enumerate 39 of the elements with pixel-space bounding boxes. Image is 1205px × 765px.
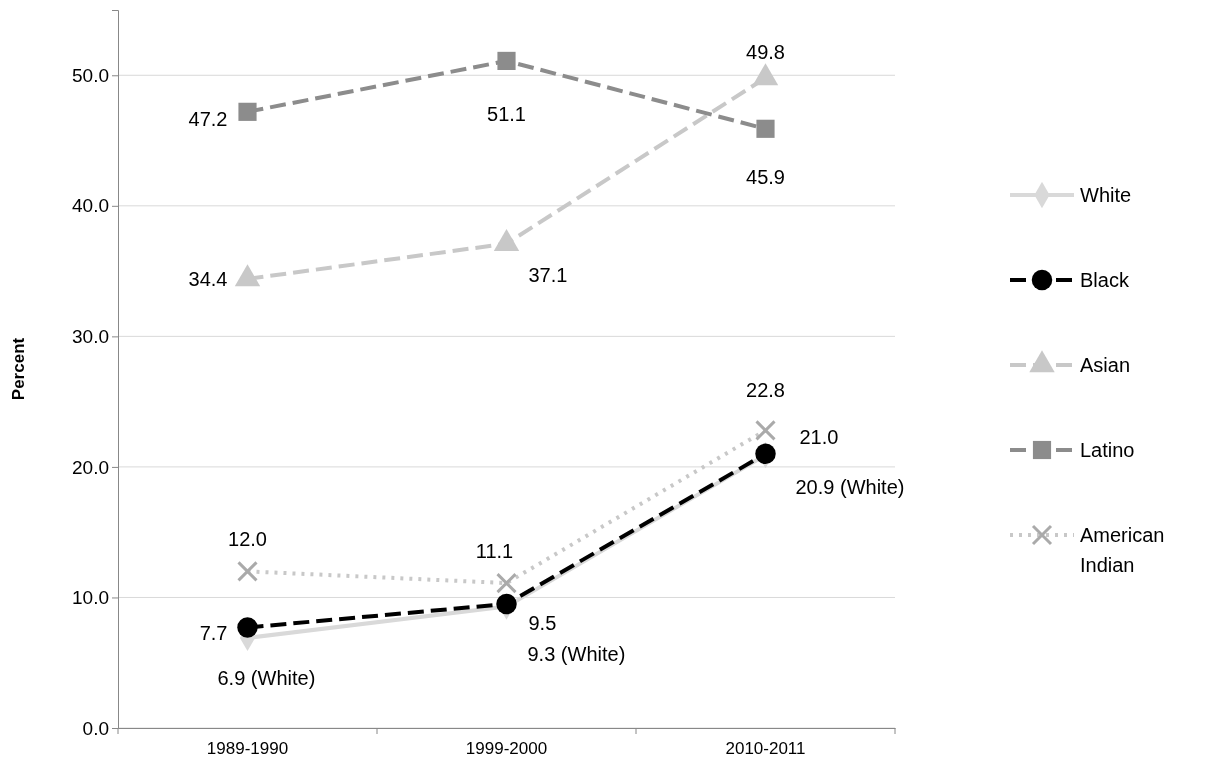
point: [237, 617, 258, 638]
data-label: 21.0: [799, 425, 839, 448]
data-label: 6.9 (White): [217, 666, 316, 689]
y-tick-label: 30.0: [72, 325, 109, 347]
data-label: 20.9 (White): [795, 476, 905, 499]
y-tick-label: 20.0: [72, 456, 109, 478]
legend-label: Black: [1080, 269, 1130, 291]
data-label: 11.1: [475, 540, 514, 563]
point: [755, 419, 776, 441]
point: [755, 443, 776, 465]
data-label: 22.8: [746, 379, 785, 402]
point: [497, 51, 516, 70]
point: [237, 560, 258, 582]
y-tick-label: 10.0: [72, 587, 109, 609]
data-label: 45.9: [746, 165, 785, 188]
data-label: 51.1: [487, 102, 526, 125]
data-label: 49.8: [746, 40, 785, 63]
data-label: 9.5: [528, 611, 557, 634]
point: [238, 102, 257, 121]
data-label: 9.3 (White): [527, 642, 626, 665]
data-label: 37.1: [528, 263, 568, 286]
legend-label: Asian: [1080, 354, 1131, 376]
x-tick-label: 2010-2011: [725, 739, 806, 759]
x-tick-label: 1999-2000: [465, 739, 548, 759]
data-label: 7.7: [199, 622, 228, 645]
point: [756, 119, 775, 138]
data-label: 12.0: [228, 528, 267, 551]
y-tick-label: 50.0: [72, 64, 109, 86]
y-axis-title: Percent: [9, 337, 28, 401]
data-label: 47.2: [188, 107, 228, 130]
legend-label: White: [1080, 184, 1132, 206]
legend-label: American Indian: [1080, 524, 1165, 576]
y-tick-label: 40.0: [72, 195, 109, 217]
point: [496, 593, 517, 615]
x-tick-label: 1989-1990: [206, 739, 289, 759]
legend-label: Latino: [1080, 439, 1135, 461]
point: [496, 572, 517, 594]
data-label: 34.4: [188, 267, 228, 290]
y-tick-label: 0.0: [82, 717, 109, 739]
